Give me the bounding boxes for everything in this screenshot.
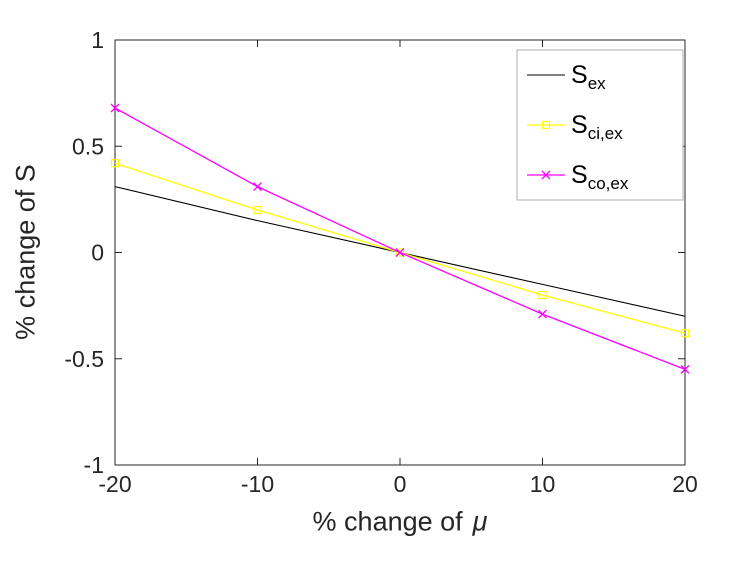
x-tick-label: 20 [672, 471, 698, 497]
legend-label: Sco,ex [571, 161, 629, 193]
y-tick-label: 1 [91, 27, 104, 53]
legend: Sex Sci,ex Sco,ex [516, 49, 684, 201]
legend-label: Sci,ex [571, 111, 623, 143]
x-axis-label-symbol: μ [472, 506, 488, 537]
x-axis-ticks: -20 -10 0 10 20 [98, 40, 698, 497]
legend-entry-S_ex: Sex [527, 61, 606, 93]
legend-label: Sex [571, 61, 606, 93]
x-axis-label: % change of μ [313, 507, 488, 538]
series-S_ex [114, 186, 686, 317]
y-tick-label: 0.5 [72, 133, 104, 159]
series-S_co,ex [110, 103, 690, 374]
x-tick-label: 10 [530, 471, 556, 497]
y-axis-ticks: -1 -0.5 0 0.5 1 [64, 27, 685, 478]
x-tick-label: -20 [98, 471, 131, 497]
y-tick-label: 0 [91, 240, 104, 266]
x-tick-label: -10 [241, 471, 274, 497]
legend-entry-S_co,ex: Sco,ex [527, 161, 629, 193]
y-axis-label-text: % change of S [10, 164, 41, 340]
x-axis-label-text: % change of [312, 506, 463, 537]
y-tick-label: -0.5 [64, 346, 104, 372]
y-tick-label: -1 [84, 452, 104, 478]
x-tick-label: 0 [394, 471, 407, 497]
axes: -20 -10 0 10 20 -1 -0.5 0 0.5 1 [64, 27, 697, 497]
y-axis-label: % change of S [11, 164, 42, 340]
legend-entry-S_ci,ex: Sci,ex [527, 111, 623, 143]
